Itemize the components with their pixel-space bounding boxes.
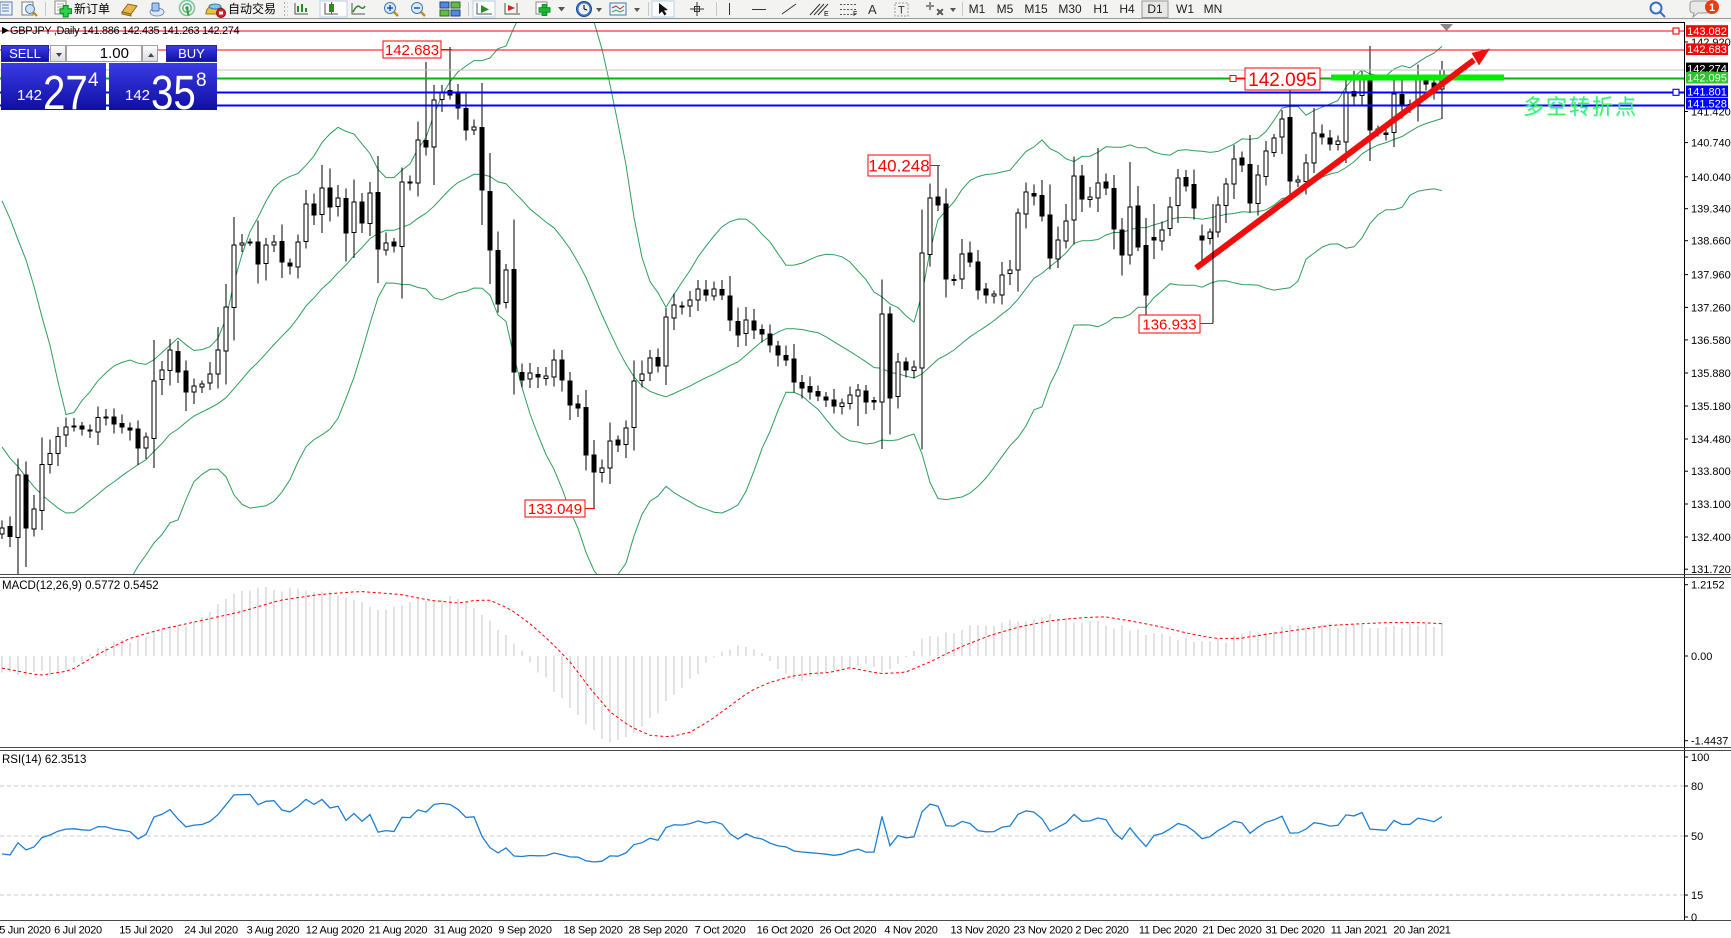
svg-text:142.683: 142.683: [385, 42, 439, 59]
svg-text:4 Nov 2020: 4 Nov 2020: [884, 925, 937, 937]
svg-text:26 Oct 2020: 26 Oct 2020: [820, 925, 877, 937]
svg-text:21 Dec 2020: 21 Dec 2020: [1202, 925, 1261, 937]
svg-text:2 Dec 2020: 2 Dec 2020: [1075, 925, 1128, 937]
svg-text:141.801: 141.801: [1687, 86, 1727, 98]
svg-text:133.100: 133.100: [1691, 499, 1731, 511]
svg-text:18 Sep 2020: 18 Sep 2020: [563, 925, 622, 937]
svg-text:H4: H4: [1119, 2, 1135, 16]
svg-text:136.580: 136.580: [1691, 335, 1731, 347]
svg-text:31 Dec 2020: 31 Dec 2020: [1265, 925, 1324, 937]
svg-text:11 Dec 2020: 11 Dec 2020: [1139, 925, 1197, 937]
svg-text:-1.4437: -1.4437: [1691, 736, 1728, 748]
svg-text:31 Aug 2020: 31 Aug 2020: [434, 925, 493, 937]
svg-text:140.248: 140.248: [868, 157, 929, 176]
svg-text:0: 0: [1691, 912, 1697, 924]
svg-text:142.095: 142.095: [1687, 73, 1727, 85]
svg-text:140.740: 140.740: [1691, 138, 1731, 150]
svg-text:141.420: 141.420: [1691, 107, 1731, 119]
svg-text:137.960: 137.960: [1691, 270, 1731, 282]
svg-text:GBPJPY ,Daily 141.886 142.435: GBPJPY ,Daily 141.886 142.435 141.263 14…: [10, 25, 240, 37]
svg-text:131.720: 131.720: [1691, 564, 1731, 576]
svg-text:MACD(12,26,9) 0.5772 0.5452: MACD(12,26,9) 0.5772 0.5452: [2, 580, 159, 592]
svg-text:E: E: [824, 11, 829, 18]
svg-text:3 Aug 2020: 3 Aug 2020: [247, 925, 300, 937]
svg-text:13 Nov 2020: 13 Nov 2020: [950, 925, 1009, 937]
svg-text:0.00: 0.00: [1691, 651, 1712, 663]
svg-text:136.933: 136.933: [1142, 316, 1196, 333]
svg-text:12 Aug 2020: 12 Aug 2020: [306, 925, 365, 937]
svg-text:D1: D1: [1147, 2, 1163, 16]
svg-text:21 Aug 2020: 21 Aug 2020: [369, 925, 428, 937]
svg-text:W1: W1: [1176, 2, 1194, 16]
svg-text:137.260: 137.260: [1691, 302, 1731, 314]
svg-text:M1: M1: [969, 2, 986, 16]
svg-text:140.040: 140.040: [1691, 172, 1731, 184]
svg-text:多空转折点: 多空转折点: [1523, 96, 1638, 119]
svg-text:16 Oct 2020: 16 Oct 2020: [757, 925, 814, 937]
svg-text:28 Sep 2020: 28 Sep 2020: [628, 925, 687, 937]
svg-text:M15: M15: [1024, 2, 1048, 16]
svg-text:15 Jul 2020: 15 Jul 2020: [119, 925, 173, 937]
svg-text:138.660: 138.660: [1691, 236, 1731, 248]
svg-text:A: A: [868, 2, 877, 17]
svg-text:15: 15: [1691, 890, 1703, 902]
svg-text:MN: MN: [1204, 2, 1223, 16]
svg-text:133.800: 133.800: [1691, 466, 1731, 478]
svg-text:133.049: 133.049: [528, 501, 582, 518]
svg-text:134.480: 134.480: [1691, 434, 1731, 446]
svg-text:自动交易: 自动交易: [228, 1, 276, 16]
svg-text:9 Sep 2020: 9 Sep 2020: [498, 925, 551, 937]
svg-text:132.400: 132.400: [1691, 532, 1731, 544]
svg-text:多空转折点: 多空转折点: [1524, 97, 1639, 120]
svg-text:139.340: 139.340: [1691, 204, 1731, 216]
svg-text:新订单: 新订单: [74, 1, 110, 16]
svg-text:RSI(14) 62.3513: RSI(14) 62.3513: [2, 754, 86, 766]
svg-text:100: 100: [1691, 752, 1709, 764]
svg-text:25 Jun 2020: 25 Jun 2020: [0, 925, 51, 937]
svg-text:23 Nov 2020: 23 Nov 2020: [1013, 925, 1072, 937]
svg-text:7 Oct 2020: 7 Oct 2020: [695, 925, 746, 937]
svg-text:143.082: 143.082: [1687, 26, 1727, 38]
svg-text:50: 50: [1691, 831, 1703, 843]
svg-text:H1: H1: [1093, 2, 1109, 16]
svg-text:142.095: 142.095: [1248, 70, 1317, 91]
svg-text:142.683: 142.683: [1687, 44, 1727, 56]
svg-text:11 Jan 2021: 11 Jan 2021: [1331, 925, 1388, 937]
svg-text:24 Jul 2020: 24 Jul 2020: [184, 925, 238, 937]
svg-text:1.2152: 1.2152: [1691, 580, 1725, 592]
svg-text:M5: M5: [997, 2, 1014, 16]
svg-text:M30: M30: [1058, 2, 1082, 16]
svg-text:135.180: 135.180: [1691, 401, 1731, 413]
svg-text:F: F: [853, 11, 857, 18]
svg-text:141.528: 141.528: [1687, 99, 1727, 111]
svg-text:1: 1: [1709, 2, 1715, 14]
svg-text:135.880: 135.880: [1691, 368, 1731, 380]
svg-text:T: T: [898, 5, 905, 17]
svg-text:6 Jul 2020: 6 Jul 2020: [54, 925, 102, 937]
svg-text:20 Jan 2021: 20 Jan 2021: [1393, 925, 1450, 937]
svg-text:80: 80: [1691, 781, 1703, 793]
